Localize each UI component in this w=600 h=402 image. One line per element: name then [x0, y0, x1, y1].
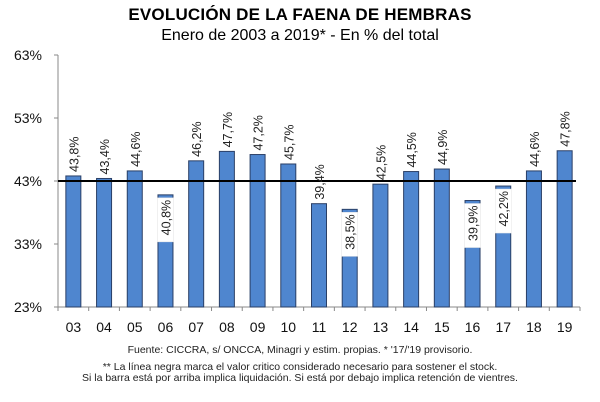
- x-tick-label: 19: [557, 319, 573, 335]
- bar: [311, 203, 327, 308]
- bar: [218, 150, 235, 308]
- y-tick-label: 53%: [14, 110, 42, 126]
- bar: [556, 150, 573, 308]
- y-tick-label: 43%: [14, 173, 42, 189]
- data-label-box: [464, 203, 481, 248]
- bar: [65, 175, 82, 308]
- x-tick-label: 11: [312, 319, 327, 335]
- bar: [249, 154, 266, 308]
- data-label-box: [157, 197, 174, 243]
- x-tick-label: 07: [188, 319, 204, 335]
- data-label: 46,2%: [190, 121, 204, 156]
- y-tick-label: 23%: [14, 299, 42, 315]
- data-label: 44,9%: [436, 130, 450, 165]
- data-labels: 43,8% 43,4% 44,6% 40,8% 46,2% 47,7% 47,2% 45,7%…: [67, 111, 573, 257]
- data-label-box: [341, 212, 358, 257]
- chart-subtitle: Enero de 2003 a 2019* - En % del total: [161, 27, 439, 44]
- data-label: 40,8%: [159, 200, 173, 235]
- data-label: 44,6%: [528, 131, 542, 166]
- bar: [188, 160, 205, 308]
- data-label: 47,2%: [252, 115, 266, 150]
- data-label: 44,6%: [129, 131, 143, 166]
- data-label-box: [494, 188, 512, 234]
- data-label: 39,4%: [313, 164, 327, 199]
- footnote: ** La línea negra marca el valor critico…: [0, 362, 600, 384]
- data-label: 43,4%: [98, 139, 112, 174]
- x-tick-label: 17: [495, 319, 511, 335]
- bar: [96, 177, 113, 308]
- footnote-line-1: ** La línea negra marca el valor critico…: [102, 361, 498, 373]
- x-tick-label: 16: [465, 319, 481, 335]
- y-tick-label: 33%: [14, 236, 42, 252]
- x-tick-label: 18: [526, 319, 542, 335]
- bar: [525, 170, 542, 308]
- x-tick-label: 06: [158, 319, 174, 335]
- data-label: 47,7%: [221, 112, 235, 147]
- x-tick-label: 12: [342, 319, 358, 335]
- data-label: 45,7%: [282, 125, 296, 160]
- x-tick-label: 15: [434, 319, 450, 335]
- x-tick-label: 05: [127, 319, 143, 335]
- y-tick-label: 63%: [14, 47, 42, 63]
- bar: [126, 170, 143, 308]
- y-axis: 23% 33% 43% 53% 63%: [14, 47, 59, 315]
- data-label: 39,9%: [467, 206, 481, 241]
- data-label: 38,5%: [344, 214, 358, 249]
- x-tick-label: 03: [66, 319, 82, 335]
- bar: [280, 163, 297, 308]
- data-label: 47,8%: [559, 111, 573, 146]
- data-label: 44,5%: [405, 132, 419, 167]
- x-tick-label: 10: [281, 319, 297, 335]
- data-label: 42,5%: [374, 145, 388, 180]
- data-label: 43,8%: [67, 137, 81, 172]
- bar: [433, 168, 450, 308]
- data-label: 42,2%: [497, 191, 511, 226]
- source-note: Fuente: CICCRA, s/ ONCCA, Minagri y esti…: [127, 344, 473, 356]
- bar: [372, 183, 389, 308]
- x-tick-label: 14: [403, 319, 419, 335]
- bar: [403, 171, 420, 308]
- x-axis: 03 04 05 06 07 08 09 10 11 12 13 14 15 16 17 18 19: [57, 306, 581, 335]
- x-tick-label: 08: [219, 319, 235, 335]
- chart-title: EVOLUCIÓN DE LA FAENA DE HEMBRAS: [128, 5, 472, 24]
- x-tick-label: 13: [373, 319, 389, 335]
- x-tick-label: 04: [96, 319, 112, 335]
- x-tick-label: 09: [250, 319, 266, 335]
- footnote-line-2: Si la barra está por arriba implica liqu…: [82, 372, 518, 384]
